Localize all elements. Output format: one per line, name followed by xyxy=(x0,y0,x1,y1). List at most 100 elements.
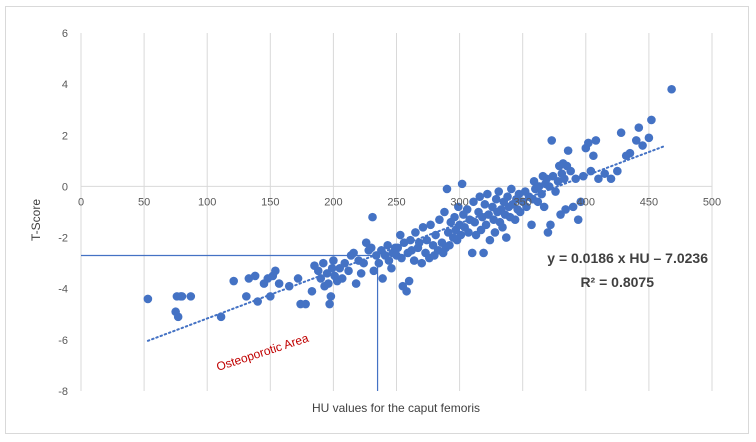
data-point-109 xyxy=(467,248,477,258)
data-point-162 xyxy=(546,220,555,230)
data-point-32 xyxy=(326,292,336,301)
data-point-153 xyxy=(533,197,543,207)
data-point-15 xyxy=(266,292,275,301)
data-point-177 xyxy=(571,174,581,184)
data-point-171 xyxy=(560,174,569,184)
y-tick-label-6: 6 xyxy=(62,28,68,40)
data-point-65 xyxy=(397,253,406,263)
data-point-59 xyxy=(387,263,396,273)
data-point-31 xyxy=(325,299,334,309)
data-point-82 xyxy=(426,220,435,230)
data-point-189 xyxy=(613,166,622,176)
data-point-30 xyxy=(324,279,333,288)
data-point-40 xyxy=(344,266,353,276)
data-point-147 xyxy=(522,202,531,212)
data-point-125 xyxy=(490,228,500,237)
data-point-119 xyxy=(481,220,491,230)
data-point-178 xyxy=(573,215,583,224)
data-point-183 xyxy=(586,166,596,176)
y-tick-label--2: -2 xyxy=(58,233,68,245)
tick-labels: 0 50 100 150 200 250 300 350 400 450 500 6 4 2 0 -2 -4 -6… xyxy=(58,28,721,398)
scatter-chart: 0 50 100 150 200 250 300 350 400 450 500 6 4 2 0 -2 -4 -6… xyxy=(29,28,721,415)
data-point-23 xyxy=(307,286,317,296)
data-point-87 xyxy=(435,215,444,224)
data-point-0 xyxy=(143,294,153,304)
data-point-68 xyxy=(402,286,411,296)
data-point-71 xyxy=(406,235,415,245)
threshold-lines xyxy=(81,254,379,391)
regression-equation: y = 0.0186 x HU – 7.0236 xyxy=(547,250,708,266)
x-tick-label-350: 350 xyxy=(514,196,532,208)
x-tick-label-200: 200 xyxy=(324,196,342,208)
y-tick-label--6: -6 xyxy=(58,335,68,347)
data-point-185 xyxy=(591,136,601,145)
data-point-188 xyxy=(606,174,616,184)
data-point-33 xyxy=(327,263,337,273)
data-point-187 xyxy=(600,169,610,178)
data-point-26 xyxy=(316,274,326,283)
data-point-53 xyxy=(374,258,384,268)
data-point-140 xyxy=(510,215,520,224)
data-point-110 xyxy=(469,197,478,207)
y-tick-label--8: -8 xyxy=(58,386,68,398)
data-point-76 xyxy=(414,238,424,247)
grid-lines xyxy=(143,33,713,391)
data-point-179 xyxy=(576,197,586,207)
data-point-63 xyxy=(393,243,403,253)
data-point-107 xyxy=(464,228,473,237)
data-point-120 xyxy=(483,189,492,199)
data-point-74 xyxy=(411,228,420,237)
x-axis-title: HU values for the caput femoris xyxy=(312,401,480,415)
data-point-73 xyxy=(409,256,419,265)
data-point-17 xyxy=(271,266,280,276)
chart-frame: 0 50 100 150 200 250 300 350 400 450 500 6 4 2 0 -2 -4 -6… xyxy=(5,6,749,434)
data-point-165 xyxy=(551,187,560,196)
data-point-180 xyxy=(578,171,588,181)
data-point-122 xyxy=(485,235,495,245)
data-point-5 xyxy=(177,292,187,301)
data-point-111 xyxy=(470,217,480,227)
data-point-161 xyxy=(544,182,554,191)
data-point-102 xyxy=(456,230,466,240)
data-point-55 xyxy=(378,274,387,283)
x-tick-label-50: 50 xyxy=(138,196,150,208)
data-point-70 xyxy=(404,276,414,286)
data-point-117 xyxy=(479,248,488,258)
data-point-42 xyxy=(349,248,358,258)
data-point-45 xyxy=(356,269,366,278)
data-point-100 xyxy=(454,202,463,212)
data-point-94 xyxy=(445,240,454,250)
data-point-160 xyxy=(543,228,553,237)
data-point-106 xyxy=(462,205,472,214)
data-point-34 xyxy=(329,256,338,265)
data-point-128 xyxy=(494,187,504,196)
data-point-163 xyxy=(547,136,557,145)
data-point-38 xyxy=(337,274,347,283)
x-tick-label-250: 250 xyxy=(387,196,405,208)
data-point-27 xyxy=(319,258,328,268)
data-point-149 xyxy=(527,220,536,230)
data-point-118 xyxy=(480,200,490,209)
data-point-144 xyxy=(515,207,525,217)
y-tick-label-2: 2 xyxy=(62,130,68,142)
data-point-58 xyxy=(384,256,394,265)
data-point-6 xyxy=(186,292,196,301)
data-point-49 xyxy=(366,243,376,253)
y-axis-title: T-Score xyxy=(29,199,43,241)
data-point-103 xyxy=(457,179,467,189)
x-tick-label-500: 500 xyxy=(703,196,721,208)
data-point-7 xyxy=(216,312,226,322)
data-point-78 xyxy=(418,223,428,232)
data-point-135 xyxy=(503,192,512,201)
data-point-64 xyxy=(395,230,405,240)
data-point-174 xyxy=(563,146,573,155)
data-points xyxy=(143,84,676,322)
osteoporotic-area-label: Osteoporotic Area xyxy=(215,331,311,374)
data-point-50 xyxy=(368,212,377,222)
data-point-80 xyxy=(422,235,432,245)
data-point-8 xyxy=(229,276,239,286)
axes xyxy=(80,33,712,391)
r-squared-label: R² = 0.8075 xyxy=(580,274,654,290)
data-point-175 xyxy=(566,166,575,176)
x-tick-label-450: 450 xyxy=(640,196,658,208)
